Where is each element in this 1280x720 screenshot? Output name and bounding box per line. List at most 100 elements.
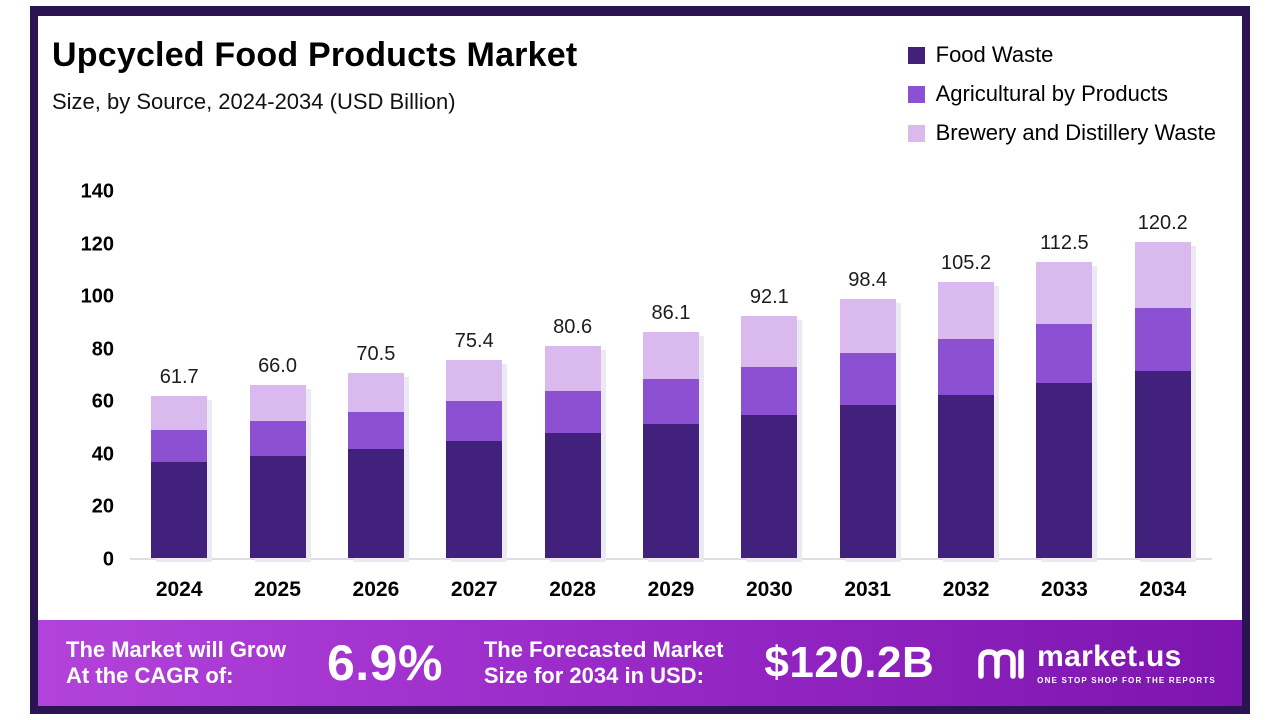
bar-segment-agricultural-by-products xyxy=(249,421,306,456)
forecast-label-line2: Size for 2034 in USD: xyxy=(483,663,704,688)
bar-stack xyxy=(741,315,798,558)
cagr-value: 6.9% xyxy=(326,635,443,691)
bar-segment-food-waste xyxy=(938,394,995,558)
plot: 61.7 66.0 70.5 75.4 80.6 86.1 92.1 98.4 105.2 112… xyxy=(130,192,1212,560)
x-axis-label: 2031 xyxy=(844,578,892,601)
y-axis-tick: 60 xyxy=(91,390,114,413)
cagr-label-line2: At the CAGR of: xyxy=(66,663,234,688)
bar-total-label: 105.2 xyxy=(941,251,992,274)
x-axis-label: 2034 xyxy=(1139,578,1187,601)
bar-segment-brewery-and-distillery-waste xyxy=(642,331,699,380)
bar-segment-brewery-and-distillery-waste xyxy=(151,395,208,430)
bar-segment-agricultural-by-products xyxy=(741,366,798,416)
brand-tagline: ONE STOP SHOP FOR THE REPORTS xyxy=(1037,675,1216,685)
legend-item: Brewery and Distillery Waste xyxy=(907,120,1216,146)
bar-total-label: 70.5 xyxy=(356,342,396,365)
bar-segment-food-waste xyxy=(741,415,798,558)
bar-group: 112.5 xyxy=(1015,192,1113,558)
footer-banner: The Market will Grow At the CAGR of: 6.9… xyxy=(38,620,1242,706)
chart-area: 140 120 100 80 60 40 20 0 61.7 66.0 70.5 75.4 80.6 8… xyxy=(38,146,1242,620)
bar-total-label: 75.4 xyxy=(454,329,494,352)
plot-wrap: 61.7 66.0 70.5 75.4 80.6 86.1 92.1 98.4 105.2 112… xyxy=(130,192,1212,620)
bar-segment-food-waste xyxy=(347,448,404,558)
bar-segment-agricultural-by-products xyxy=(1036,324,1093,384)
x-axis-label: 2024 xyxy=(155,578,203,601)
bar-segment-agricultural-by-products xyxy=(938,339,995,395)
page-subtitle: Size, by Source, 2024-2034 (USD Billion) xyxy=(52,89,456,114)
bar-stack xyxy=(938,281,995,558)
bar-segment-brewery-and-distillery-waste xyxy=(1036,262,1093,325)
y-axis-tick: 120 xyxy=(80,233,114,256)
x-axis-label: 2025 xyxy=(254,578,301,601)
y-axis-tick: 0 xyxy=(102,548,114,571)
x-axis-label: 2029 xyxy=(647,578,695,601)
bar-total-label: 66.0 xyxy=(258,354,297,377)
y-axis-tick: 40 xyxy=(91,443,114,466)
market-us-logo-text: market.us ONE STOP SHOP FOR THE REPORTS xyxy=(1037,639,1216,685)
bar-segment-food-waste xyxy=(642,424,699,558)
bar-segment-agricultural-by-products xyxy=(151,430,208,463)
market-us-logo-icon xyxy=(975,643,1027,683)
bar-group: 70.5 xyxy=(327,192,425,558)
bar-segment-food-waste xyxy=(839,405,896,558)
x-axis-label: 2030 xyxy=(745,578,793,601)
bar-total-label: 120.2 xyxy=(1137,212,1188,235)
bar-stack xyxy=(151,395,208,558)
y-axis-tick: 80 xyxy=(91,338,114,361)
bar-segment-agricultural-by-products xyxy=(839,353,896,406)
x-axis-label: 2028 xyxy=(549,578,596,601)
bar-stack xyxy=(642,331,699,558)
bar-segment-brewery-and-distillery-waste xyxy=(1134,242,1191,309)
bar-stack xyxy=(1036,262,1093,558)
bar-segment-agricultural-by-products xyxy=(544,390,601,434)
bar-group: 80.6 xyxy=(523,192,621,558)
legend-label: Agricultural by Products xyxy=(935,81,1168,106)
bar-stack xyxy=(1134,242,1191,558)
forecast-label: The Forecasted Market Size for 2034 in U… xyxy=(484,637,724,689)
bar-segment-brewery-and-distillery-waste xyxy=(938,281,995,340)
bar-total-label: 86.1 xyxy=(651,301,691,324)
legend: Food Waste Agricultural by Products Brewer… xyxy=(907,36,1216,146)
bar-total-label: 80.6 xyxy=(553,316,593,339)
bar-group: 98.4 xyxy=(819,192,917,558)
bar-segment-food-waste xyxy=(1134,371,1191,558)
cagr-label-line1: The Market will Grow xyxy=(66,637,287,663)
cagr-label: The Market will Grow At the CAGR of: xyxy=(66,637,286,689)
x-axis-labels: 2024 2025 2026 2027 2028 2029 2030 2031 2032 2033… xyxy=(130,578,1212,602)
legend-label: Food Waste xyxy=(935,42,1054,67)
bar-segment-food-waste xyxy=(151,462,208,558)
bar-total-label: 98.4 xyxy=(848,269,888,292)
bar-segment-food-waste xyxy=(446,441,503,558)
bar-stack xyxy=(544,346,601,558)
bar-group: 92.1 xyxy=(720,192,818,558)
legend-swatch-icon xyxy=(907,85,925,103)
bar-total-label: 92.1 xyxy=(749,285,789,308)
bar-segment-brewery-and-distillery-waste xyxy=(446,359,503,402)
bar-group: 61.7 xyxy=(130,192,228,558)
bar-segment-food-waste xyxy=(1036,383,1093,558)
report-card: Upcycled Food Products Market Size, by S… xyxy=(38,16,1242,706)
bar-segment-agricultural-by-products xyxy=(1134,308,1191,372)
report-card-frame: Upcycled Food Products Market Size, by S… xyxy=(30,6,1250,714)
bar-segment-food-waste xyxy=(544,433,601,558)
bar-segment-food-waste xyxy=(249,455,306,558)
x-axis-label: 2027 xyxy=(450,578,498,601)
bar-stack xyxy=(839,299,896,558)
y-axis-tick: 140 xyxy=(80,180,114,203)
chart-header: Upcycled Food Products Market Size, by S… xyxy=(38,16,1242,146)
bar-segment-brewery-and-distillery-waste xyxy=(741,315,798,367)
bar-segment-agricultural-by-products xyxy=(446,401,503,442)
bar-stack xyxy=(249,384,306,558)
bar-group: 105.2 xyxy=(917,192,1015,558)
bar-stack xyxy=(347,372,404,558)
forecast-label-line1: The Forecasted Market xyxy=(483,637,724,663)
bar-segment-brewery-and-distillery-waste xyxy=(839,299,896,354)
legend-item: Food Waste xyxy=(907,42,1216,68)
brand-name: market.us xyxy=(1037,639,1182,673)
title-block: Upcycled Food Products Market Size, by S… xyxy=(52,36,577,115)
bar-group: 66.0 xyxy=(228,192,326,558)
bar-segment-brewery-and-distillery-waste xyxy=(249,384,306,422)
y-axis-tick: 20 xyxy=(91,495,114,518)
bar-group: 120.2 xyxy=(1114,192,1212,558)
bar-segment-agricultural-by-products xyxy=(642,379,699,425)
